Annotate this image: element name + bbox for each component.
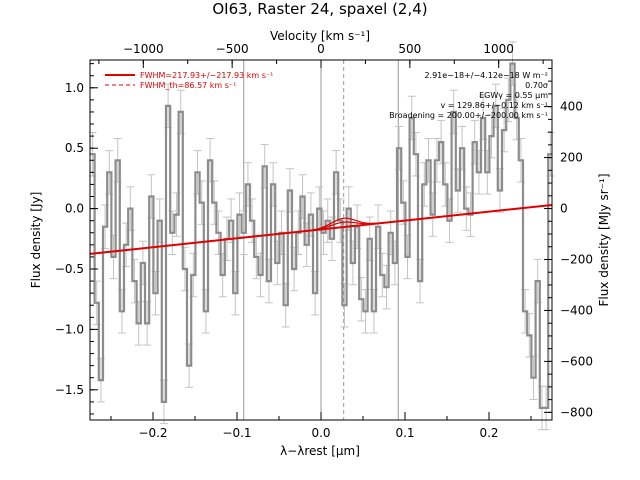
- x-tick-label-2: 0.0: [311, 426, 330, 440]
- right-tick-label-4: 0: [560, 202, 568, 216]
- annotation-line-1: 0.70σ: [525, 81, 548, 90]
- annotation-line-4: Broadening = 200.00+/−200.00 km s⁻¹: [389, 111, 548, 120]
- top-axis-label: Velocity [km s⁻¹]: [270, 29, 370, 43]
- right-tick-label-5: 200: [560, 151, 583, 165]
- y-tick-label-2: −0.5: [55, 262, 84, 276]
- legend-label-0: FWHM=217.93+/−217.93 km s⁻¹: [140, 71, 273, 80]
- right-tick-label-1: −600: [560, 354, 593, 368]
- x-tick-label-3: 0.1: [395, 426, 414, 440]
- x-tick-label-1: −0.1: [222, 426, 251, 440]
- x-tick-label-0: −0.2: [138, 426, 167, 440]
- right-tick-label-6: 400: [560, 100, 583, 114]
- top-tick-label-4: 1000: [483, 42, 514, 56]
- y-tick-label-1: −1.0: [55, 322, 84, 336]
- top-tick-label-2: 0: [317, 42, 325, 56]
- top-tick-label-3: 500: [398, 42, 421, 56]
- fit-series: [89, 203, 553, 255]
- right-tick-label-2: −400: [560, 303, 593, 317]
- continuum-fit-line: [89, 203, 553, 255]
- y-axis-label: Flux density [Jy]: [29, 192, 43, 289]
- x-tick-label-4: 0.2: [479, 426, 498, 440]
- legend: FWHM=217.93+/−217.93 km s⁻¹FWHM_th=86.57…: [105, 71, 273, 90]
- legend-label-1: FWHM_th=86.57 km s⁻¹: [140, 81, 236, 90]
- y-tick-label-0: −1.5: [55, 383, 84, 397]
- x-axis-label: λ−λrest [μm]: [280, 444, 360, 458]
- annotation-line-0: 2.91e−18+/−4.12e−18 W m⁻²: [424, 71, 548, 80]
- gaussian-fit-th-line: [305, 221, 382, 232]
- annotation-line-3: v = 129.86+/−0.12 km s⁻¹: [440, 101, 548, 110]
- y-tick-label-3: 0.0: [65, 202, 84, 216]
- y-tick-label-4: 0.5: [65, 141, 84, 155]
- spectrum-series: [90, 62, 553, 409]
- right-tick-label-0: −800: [560, 405, 593, 419]
- annotation-line-2: EGWγ = 0.55 μm: [479, 91, 548, 100]
- right-axis-label: Flux density [MJy sr⁻¹]: [597, 173, 611, 306]
- top-tick-label-0: −1000: [123, 42, 164, 56]
- axes: −0.2 −0.1 0.0 0.1 0.2 −1000 −500 0 500 1000 −1.5 −1…: [55, 42, 593, 440]
- right-tick-label-3: −200: [560, 252, 593, 266]
- y-tick-label-5: 1.0: [65, 81, 84, 95]
- chart-title: OI63, Raster 24, spaxel (2,4): [212, 0, 427, 18]
- top-tick-label-1: −500: [216, 42, 249, 56]
- spectrum-line: [90, 62, 553, 409]
